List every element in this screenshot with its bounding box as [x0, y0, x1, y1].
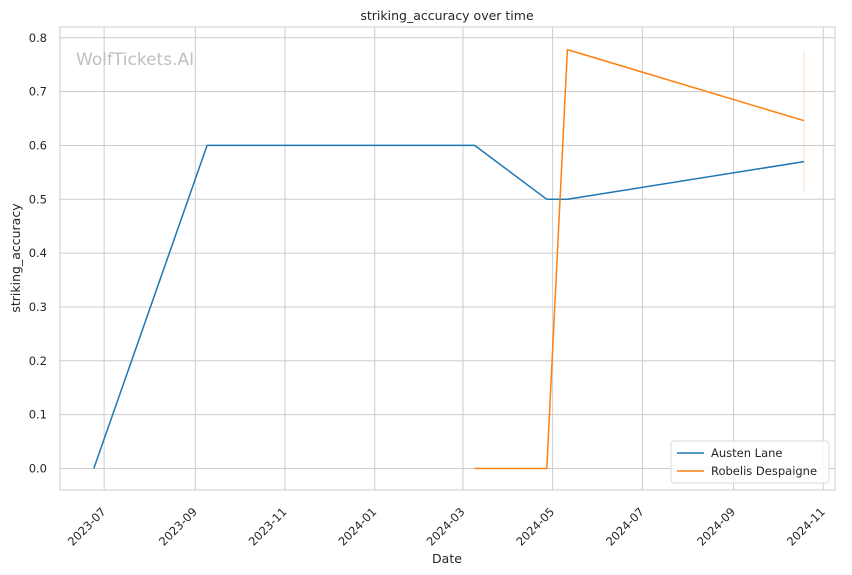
- series-line-austen-lane: [93, 144, 805, 469]
- legend-label-robelis-despaigne: Robelis Despaigne: [711, 464, 817, 478]
- x-tick-label: 2023-09: [156, 505, 200, 549]
- y-tick-label: 0.1: [29, 408, 47, 422]
- legend-label-austen-lane: Austen Lane: [711, 446, 783, 460]
- series-layer: [93, 48, 805, 470]
- plot-area: [59, 26, 836, 491]
- legend-box: [670, 440, 830, 484]
- y-axis-ticks: 0.0 0.1 0.2 0.3 0.4 0.5 0.6 0.7 0.8: [29, 31, 47, 476]
- y-tick-label: 0.4: [29, 246, 47, 260]
- y-tick-label: 0.2: [29, 354, 47, 368]
- x-tick-label: 2024-09: [694, 505, 738, 549]
- x-axis-label: Date: [432, 551, 462, 566]
- watermark: WolfTickets.AI: [76, 50, 194, 70]
- legend: Austen Lane Robelis Despaigne: [670, 440, 830, 484]
- y-tick-label: 0.3: [29, 300, 47, 314]
- x-tick-label: 2023-07: [65, 505, 109, 549]
- y-tick-label: 0.6: [29, 138, 47, 152]
- y-axis-label: striking_accuracy: [8, 203, 23, 313]
- x-tick-label: 2024-03: [424, 505, 468, 549]
- y-tick-label: 0.8: [29, 31, 47, 45]
- x-tick-label: 2024-01: [335, 505, 379, 549]
- x-tick-label: 2023-11: [246, 505, 290, 549]
- x-tick-label: 2024-05: [513, 505, 557, 549]
- x-tick-label: 2024-11: [784, 505, 828, 549]
- chart-title: striking_accuracy over time: [360, 8, 534, 23]
- y-tick-label: 0.5: [29, 192, 47, 206]
- x-axis-ticks: 2023-07 2023-09 2023-11 2024-01 2024-03 2024-…: [65, 505, 828, 549]
- y-tick-label: 0.0: [29, 461, 47, 475]
- grid: [60, 27, 835, 490]
- series-line-robelis-despaigne: [474, 48, 805, 470]
- y-tick-label: 0.7: [29, 85, 47, 99]
- x-tick-label: 2024-07: [603, 505, 647, 549]
